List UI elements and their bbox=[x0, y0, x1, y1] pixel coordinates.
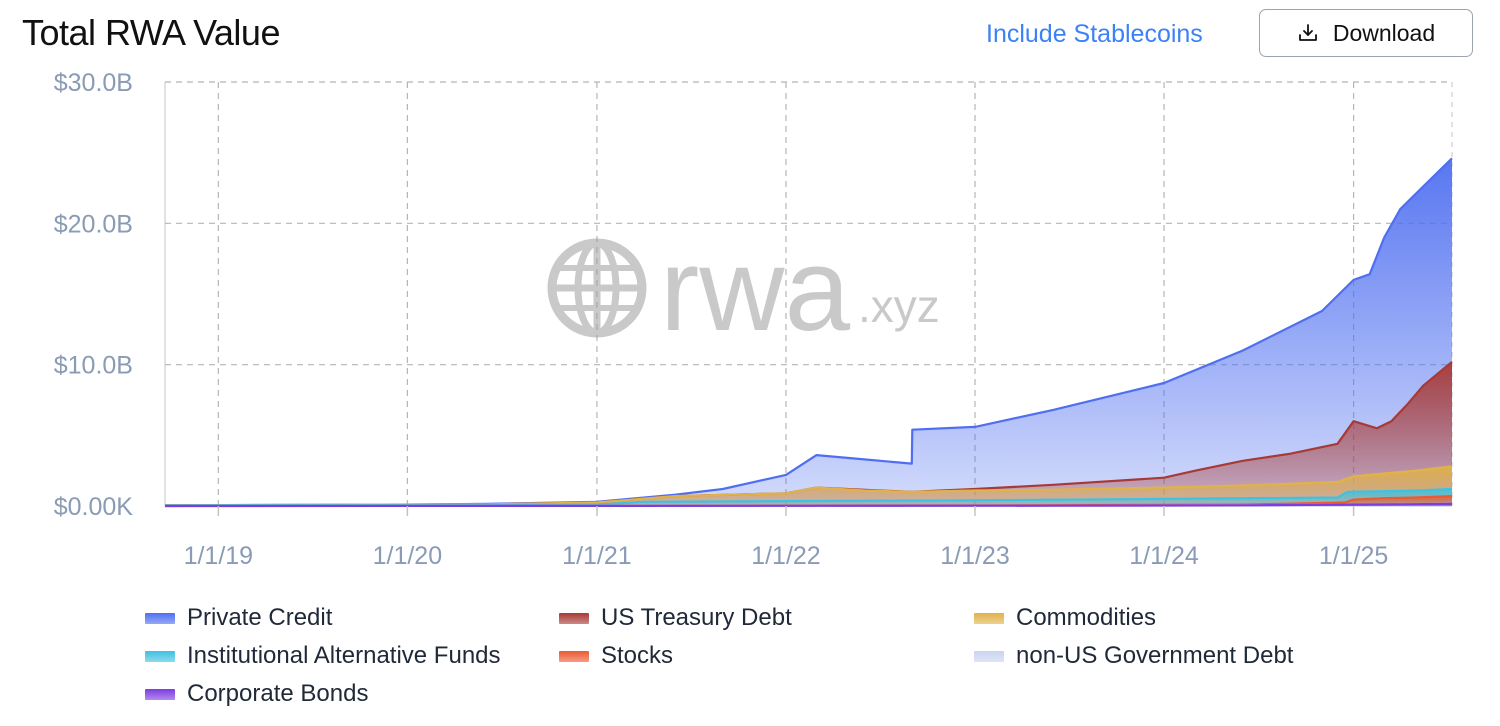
legend-item-commodities[interactable]: Commodities bbox=[974, 604, 1156, 632]
chart-legend: Private Credit US Treasury Debt Commoditie… bbox=[145, 604, 1395, 722]
x-tick-label: 1/1/20 bbox=[373, 542, 443, 570]
legend-item-stocks[interactable]: Stocks bbox=[559, 642, 673, 670]
area-inst_alt_funds bbox=[165, 489, 1452, 506]
x-tick-label: 1/1/21 bbox=[562, 542, 632, 570]
x-tick-label: 1/1/23 bbox=[940, 542, 1010, 570]
legend-swatch bbox=[559, 612, 589, 624]
legend-item-us-treasury[interactable]: US Treasury Debt bbox=[559, 604, 792, 632]
legend-item-non-us-gov[interactable]: non-US Government Debt bbox=[974, 642, 1293, 670]
legend-label: Stocks bbox=[601, 642, 674, 669]
legend-swatch bbox=[145, 612, 175, 624]
line-commodities bbox=[164, 465, 1453, 507]
legend-label: Commodities bbox=[1016, 604, 1157, 631]
legend-label: Private Credit bbox=[187, 604, 333, 631]
chart-title: Total RWA Value bbox=[22, 12, 280, 53]
x-tick-label: 1/1/24 bbox=[1129, 542, 1199, 570]
legend-swatch bbox=[145, 650, 175, 662]
area-private_credit bbox=[165, 158, 1452, 507]
globe-icon bbox=[547, 238, 647, 338]
legend-swatch bbox=[974, 650, 1004, 662]
y-tick-label: $10.0B bbox=[54, 352, 133, 380]
legend-label: Institutional Alternative Funds bbox=[187, 642, 501, 669]
legend-swatch bbox=[559, 650, 589, 662]
legend-swatch bbox=[145, 688, 175, 700]
download-icon bbox=[1297, 22, 1319, 44]
area-commodities bbox=[165, 466, 1452, 506]
legend-label: non-US Government Debt bbox=[1016, 642, 1294, 669]
watermark-word: rwa bbox=[660, 224, 851, 356]
include-stablecoins-toggle[interactable]: Include Stablecoins bbox=[986, 20, 1203, 48]
rwa-watermark: rwa .xyz bbox=[547, 224, 940, 356]
rwa-area-chart: rwa .xyz $30.0B $20.0B $10.0B $0.00K 1/1/19 1… bbox=[54, 69, 1453, 570]
y-tick-label: $20.0B bbox=[54, 210, 133, 238]
legend-label: US Treasury Debt bbox=[601, 604, 792, 631]
legend-label: Corporate Bonds bbox=[187, 680, 369, 707]
x-tick-label: 1/1/25 bbox=[1319, 542, 1389, 570]
y-tick-label: $0.00K bbox=[54, 493, 134, 521]
legend-swatch bbox=[974, 612, 1004, 624]
legend-item-private-credit[interactable]: Private Credit bbox=[145, 604, 332, 632]
x-tick-label: 1/1/19 bbox=[184, 542, 254, 570]
download-button[interactable]: Download bbox=[1259, 9, 1473, 57]
x-tick-label: 1/1/22 bbox=[751, 542, 821, 570]
watermark-suffix: .xyz bbox=[858, 280, 940, 332]
line-inst_alt_funds bbox=[164, 487, 1453, 507]
legend-item-inst-alt-funds[interactable]: Institutional Alternative Funds bbox=[145, 642, 501, 670]
line-corporate_bonds bbox=[164, 502, 1453, 508]
legend-item-corporate-bonds[interactable]: Corporate Bonds bbox=[145, 680, 368, 708]
y-tick-label: $30.0B bbox=[54, 69, 133, 97]
download-label: Download bbox=[1332, 19, 1436, 46]
